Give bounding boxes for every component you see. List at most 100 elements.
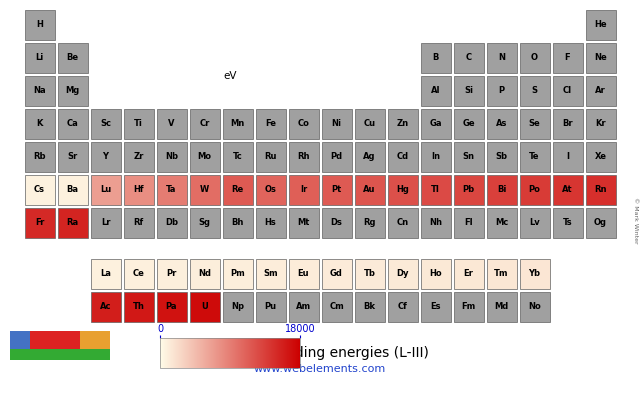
Text: B: B [432, 53, 438, 62]
Bar [486, 208, 516, 238]
Bar [189, 142, 220, 172]
Bar [454, 208, 483, 238]
Bar [24, 76, 54, 106]
Bar [289, 142, 319, 172]
Bar [124, 208, 154, 238]
Text: Nb: Nb [165, 152, 178, 161]
Bar [520, 292, 550, 322]
Bar [24, 42, 54, 72]
Bar [321, 208, 351, 238]
Text: U: U [201, 302, 208, 311]
Bar [289, 258, 319, 288]
Bar [355, 108, 385, 138]
Bar [586, 108, 616, 138]
Bar [223, 292, 253, 322]
Text: Ce: Ce [132, 269, 145, 278]
Bar [255, 208, 285, 238]
Text: Ra: Ra [67, 218, 79, 227]
Text: Rh: Rh [297, 152, 310, 161]
Bar [157, 142, 186, 172]
Text: Xe: Xe [595, 152, 607, 161]
Bar [157, 174, 186, 204]
Bar [124, 258, 154, 288]
Text: Se: Se [529, 119, 540, 128]
Text: K: K [36, 119, 43, 128]
Bar [321, 258, 351, 288]
Bar [520, 76, 550, 106]
Bar [58, 208, 88, 238]
Bar [486, 258, 516, 288]
Bar [552, 142, 582, 172]
Text: eV: eV [223, 71, 237, 81]
Bar [189, 292, 220, 322]
Text: Na: Na [33, 86, 46, 95]
Text: C: C [465, 53, 472, 62]
Text: Al: Al [431, 86, 440, 95]
Text: Sn: Sn [463, 152, 474, 161]
Bar [289, 208, 319, 238]
Bar [289, 174, 319, 204]
Bar [124, 174, 154, 204]
Bar [420, 174, 451, 204]
Text: Lr: Lr [100, 218, 110, 227]
Bar [189, 258, 220, 288]
Text: Rg: Rg [364, 218, 376, 227]
Bar [255, 142, 285, 172]
Text: Kr: Kr [595, 119, 606, 128]
Bar [58, 42, 88, 72]
Bar [157, 258, 186, 288]
Bar [552, 108, 582, 138]
Bar [90, 258, 120, 288]
Bar [189, 208, 220, 238]
Text: Db: Db [165, 218, 178, 227]
Text: Ag: Ag [364, 152, 376, 161]
Bar [90, 292, 120, 322]
Text: Pr: Pr [166, 269, 177, 278]
Bar [24, 208, 54, 238]
Text: Mt: Mt [298, 218, 310, 227]
Bar [355, 292, 385, 322]
Text: Cf: Cf [397, 302, 408, 311]
Bar [420, 108, 451, 138]
Bar [24, 142, 54, 172]
Bar [420, 292, 451, 322]
Text: Pt: Pt [332, 185, 342, 194]
Bar [552, 42, 582, 72]
Bar [355, 174, 385, 204]
Bar [586, 208, 616, 238]
Text: Bi: Bi [497, 185, 506, 194]
Text: P: P [499, 86, 504, 95]
Text: Fr: Fr [35, 218, 44, 227]
Text: Fl: Fl [464, 218, 473, 227]
Text: Sg: Sg [198, 218, 211, 227]
Text: Ho: Ho [429, 269, 442, 278]
Text: Sc: Sc [100, 119, 111, 128]
Text: Md: Md [494, 302, 509, 311]
Bar [520, 258, 550, 288]
Text: Li: Li [35, 53, 44, 62]
Text: Ru: Ru [264, 152, 276, 161]
Text: W: W [200, 185, 209, 194]
Text: Tb: Tb [364, 269, 376, 278]
Bar [30, 331, 80, 349]
Bar [586, 42, 616, 72]
Text: Lu: Lu [100, 185, 111, 194]
Text: Fe: Fe [265, 119, 276, 128]
Bar [289, 292, 319, 322]
Text: Mo: Mo [198, 152, 211, 161]
Bar [223, 258, 253, 288]
Bar [189, 174, 220, 204]
Bar [58, 142, 88, 172]
Bar [24, 108, 54, 138]
Bar [454, 142, 483, 172]
Text: Au: Au [364, 185, 376, 194]
Text: Be: Be [67, 53, 79, 62]
Bar [223, 142, 253, 172]
Bar [454, 258, 483, 288]
Text: Eu: Eu [298, 269, 309, 278]
Text: Rb: Rb [33, 152, 45, 161]
Text: Sm: Sm [263, 269, 278, 278]
Text: Co: Co [298, 119, 309, 128]
Bar [90, 108, 120, 138]
Bar [387, 108, 417, 138]
